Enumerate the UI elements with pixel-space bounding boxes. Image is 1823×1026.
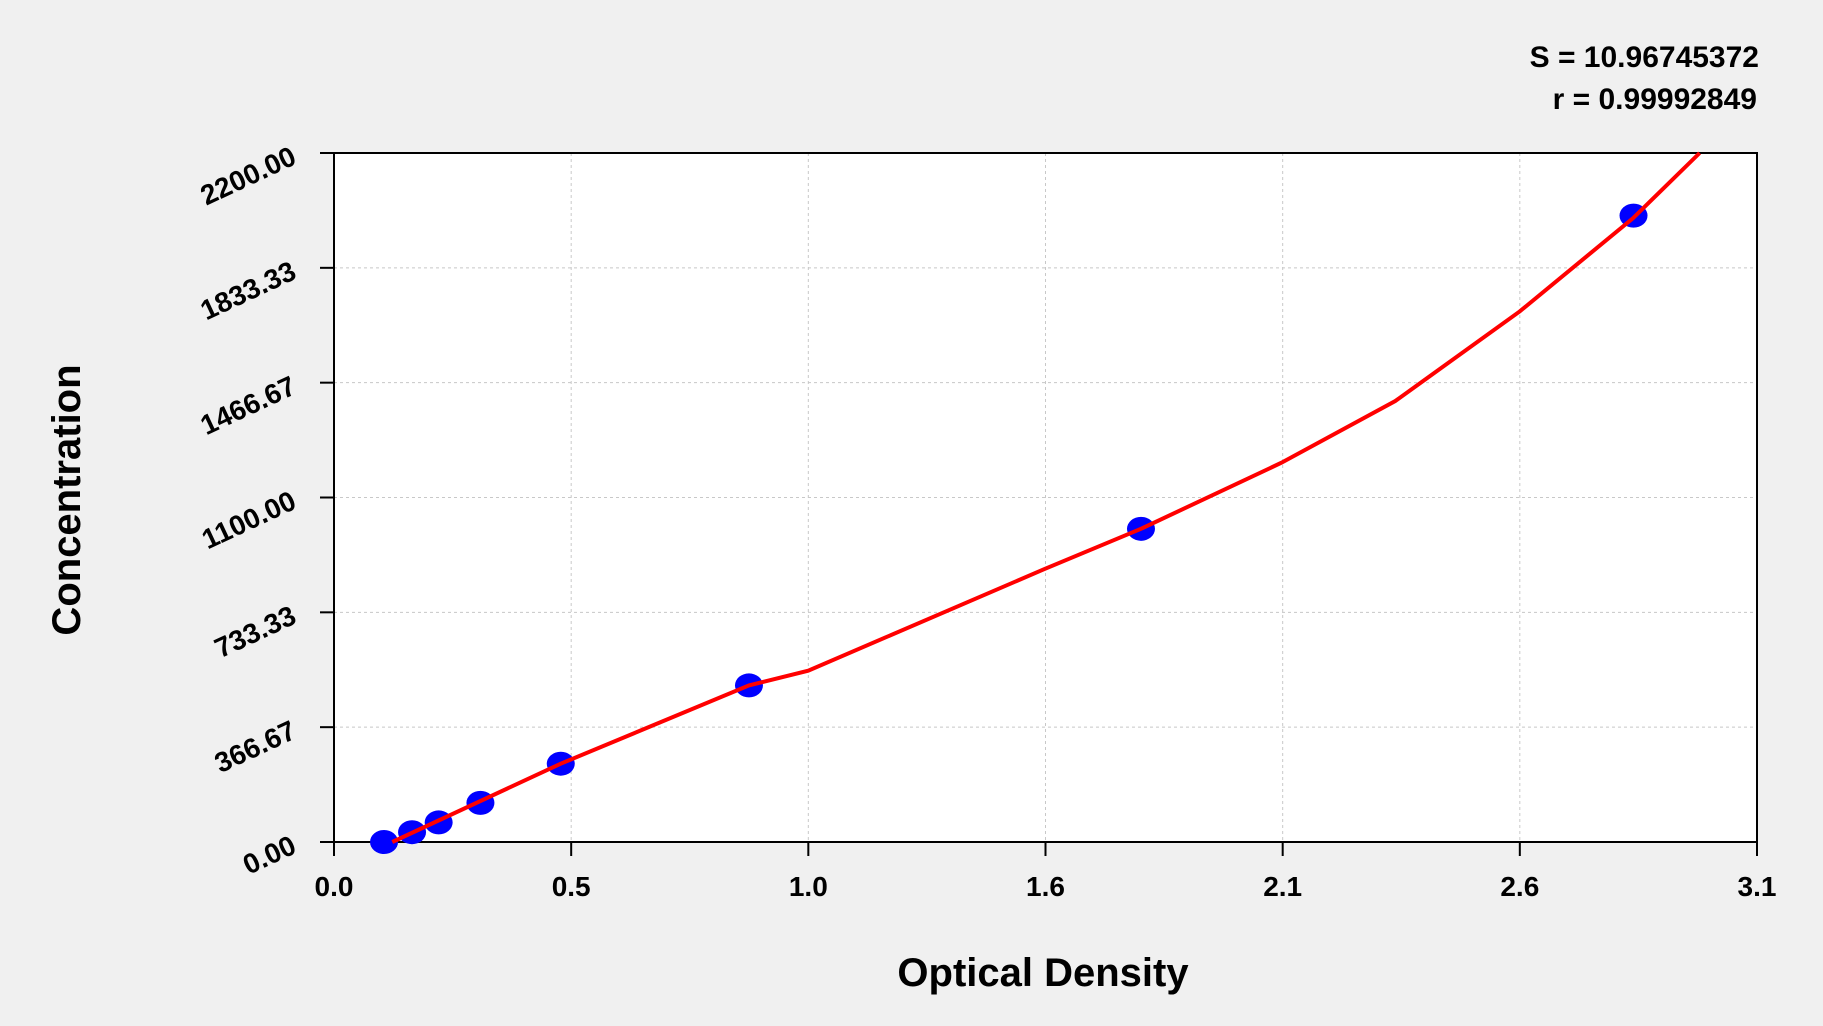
x-tick-label: 1.0 — [789, 871, 828, 902]
annotation: S = 10.96745372 — [1530, 41, 1759, 74]
plot-frame — [333, 152, 1758, 843]
x-tick-label: 0.0 — [315, 871, 354, 902]
data-point — [370, 830, 399, 854]
x-tick-label: 1.6 — [1026, 871, 1065, 902]
annotation: r = 0.99992849 — [1553, 83, 1757, 116]
x-axis-title: Optical Density — [897, 951, 1189, 995]
x-tick-label: 2.1 — [1263, 871, 1302, 902]
x-tick-label: 0.5 — [552, 871, 591, 902]
x-tick-label: 3.1 — [1738, 871, 1777, 902]
x-tick-label: 2.6 — [1500, 871, 1539, 902]
fit-curve — [391, 151, 1702, 844]
y-axis-title: Concentration — [45, 364, 89, 635]
